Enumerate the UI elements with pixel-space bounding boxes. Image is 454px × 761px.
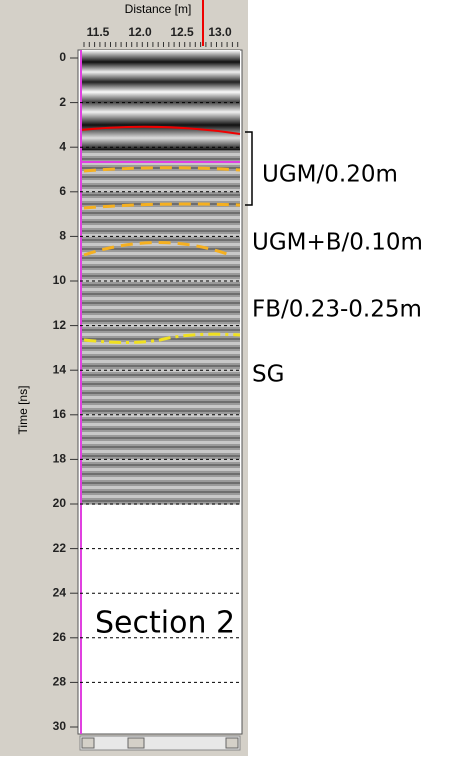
y-tick-label: 8 [59, 229, 66, 243]
layer-line [83, 202, 241, 210]
x-tick-label: 12.5 [170, 25, 194, 39]
y-tick-label: 30 [53, 719, 67, 733]
y-tick-label: 12 [53, 318, 67, 332]
y-tick-label: 6 [59, 184, 66, 198]
scrollbar[interactable] [79, 735, 241, 751]
x-tick-label: 13.0 [208, 25, 232, 39]
y-tick-label: 16 [53, 407, 67, 421]
radargram-surface [80, 50, 240, 150]
section-label: Section 2 [95, 606, 235, 641]
y-tick-label: 10 [53, 273, 67, 287]
layer-line [83, 166, 241, 173]
x-tick-label: 11.5 [87, 25, 110, 39]
y-tick-label: 24 [53, 585, 67, 599]
scroll-thumb[interactable] [127, 737, 145, 749]
bracket [245, 131, 253, 206]
y-tick-label: 28 [53, 675, 67, 689]
y-tick-label: 14 [53, 362, 67, 376]
y-tick-label: 22 [53, 541, 67, 555]
y-tick-label: 4 [59, 139, 66, 153]
scroll-right[interactable] [225, 737, 239, 749]
y-tick-label: 18 [53, 452, 67, 466]
x-axis-label: Distance [m] [125, 2, 192, 16]
y-tick-label: 2 [59, 95, 66, 109]
surface-line [79, 125, 241, 135]
layer-annotation: FB/0.23-0.25m [252, 297, 422, 323]
layer-annotation: SG [252, 362, 284, 388]
scroll-left[interactable] [81, 737, 95, 749]
y-axis-label: Time [ns] [16, 386, 30, 435]
layer-line [83, 332, 241, 344]
y-tick-label: 26 [53, 630, 67, 644]
scroll-track[interactable] [79, 735, 241, 751]
y-tick-label: 0 [59, 50, 66, 64]
layer-annotation: UGM+B/0.10m [252, 230, 423, 256]
x-tick-label: 12.0 [128, 25, 152, 39]
y-tick-label: 20 [53, 496, 67, 510]
layer-annotation: UGM/0.20m [262, 162, 398, 188]
